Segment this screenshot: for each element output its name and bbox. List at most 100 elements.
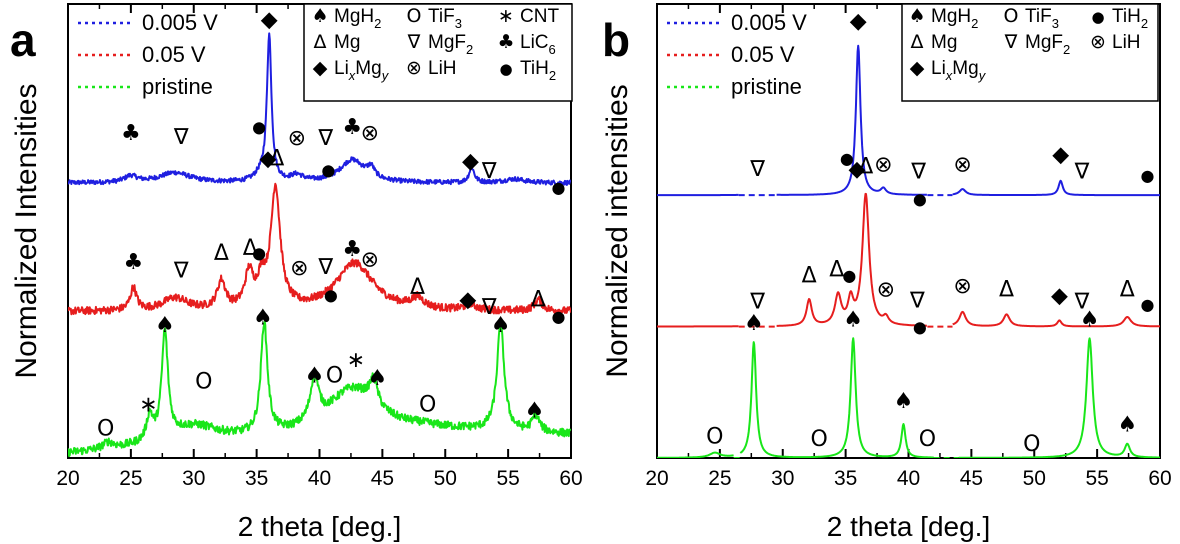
x-axis-label: 2 theta [deg.] (827, 511, 990, 542)
phase-marker: ♠ (1117, 413, 1137, 438)
phase-marker: ◆ (459, 288, 476, 313)
phase-marker: Δ (243, 236, 258, 261)
phase-marker: ♠ (894, 389, 914, 414)
phase-legend-label: CNT (520, 6, 559, 27)
x-tick-label: 35 (245, 467, 268, 490)
phase-marker: ♣ (342, 115, 362, 140)
phase-markers: ◆♣ ∇ ● ⊗ ∇●♣⊗◆ ∇●◆Δ♣ ∇Δ Δ●⊗ ∇●♣⊗Δ◆ ∇ Δ●♠∗OO♠♠ O∗♠O♠… (97, 8, 565, 442)
phase-marker: ● (252, 244, 266, 263)
phase-marker: ⊗ (877, 278, 895, 303)
x-axis: 20 25 30 35 40 45 50 55 60 (645, 4, 1172, 490)
panel-b: 20 25 30 35 40 45 50 55 60 2 theta [deg.] Normaliz… (601, 3, 1172, 542)
series-line-0-005-v (68, 32, 571, 186)
x-tick-label: 20 (645, 467, 668, 490)
x-tick-label: 20 (56, 467, 79, 490)
dot-icon: ● (1091, 8, 1104, 26)
phase-legend-label: TiF3 (428, 6, 462, 31)
phase-marker: O (811, 427, 828, 452)
asterisk-icon: ∗ (498, 5, 514, 27)
phase-marker: O (97, 416, 114, 441)
phase-marker: ⊗ (361, 121, 379, 146)
dot-icon: ● (499, 60, 512, 78)
phase-legend-label: LiH (1112, 32, 1141, 53)
phase-marker: Δ (802, 263, 817, 288)
phase-legend-label: LixMgy (334, 58, 390, 83)
phase-marker: ♠ (1080, 308, 1100, 333)
phase-marker: ∇ (909, 288, 925, 313)
circle-open-icon: O (1004, 5, 1019, 27)
x-tick-label: 30 (182, 467, 205, 490)
phase-marker: ∇ (481, 295, 497, 320)
legend-label: 0.05 V (142, 42, 206, 67)
phase-marker: ∗ (139, 392, 157, 417)
phase-marker: ⊗ (290, 256, 308, 281)
phase-legend-label: LiC6 (520, 32, 556, 57)
phase-marker: ⊗ (361, 247, 379, 272)
phase-marker: ∇ (173, 125, 189, 150)
x-tick-label: 50 (1023, 467, 1046, 490)
phase-marker: ◆ (848, 157, 865, 182)
phase-marker: ◆ (261, 8, 278, 33)
phase-legend-label: MgF2 (428, 32, 473, 57)
phase-marker: ⊗ (953, 274, 971, 299)
phase-legend-label: MgH2 (334, 6, 381, 31)
phase-legend-label: MgH2 (931, 6, 978, 31)
phase-marker: ● (913, 190, 927, 209)
phase-marker: ∇ (1074, 159, 1090, 184)
x-tick-label: 35 (834, 467, 857, 490)
x-tick-label: 40 (897, 467, 920, 490)
series-group (68, 32, 571, 457)
phase-marker: O (706, 425, 723, 450)
phase-legend-label: TiH2 (520, 58, 556, 83)
phase-marker: ♣ (342, 237, 362, 262)
phase-legend: ♠ MgH2 O TiF3 ∗ CNT Δ Mg ∇ MgF2 ♣ LiC6 ◆ LixMgy ⊗ LiH ● T… (303, 3, 573, 102)
series-line-pristine (657, 337, 1160, 458)
phase-marker: ◆ (850, 9, 867, 34)
phase-marker: ● (913, 318, 927, 337)
x-tick-label: 45 (960, 467, 983, 490)
y-axis-label: Normalized Intensities (10, 83, 43, 378)
series-group (657, 44, 1160, 458)
series-legend: 0.005 V 0.05 V pristine (78, 10, 218, 99)
phase-marker: ♠ (305, 363, 325, 388)
phase-marker: ♠ (525, 399, 545, 424)
phase-marker: ◆ (1052, 143, 1069, 168)
phase-marker: ∇ (481, 159, 497, 184)
circle-cross-icon: ⊗ (1090, 31, 1106, 53)
phase-marker: ● (324, 285, 338, 304)
circle-open-icon: O (407, 5, 422, 27)
circle-cross-icon: ⊗ (406, 57, 422, 79)
phase-marker: ♠ (491, 313, 511, 338)
x-tick-label: 40 (308, 467, 331, 490)
series-line-0-05-v (68, 182, 571, 316)
x-tick-label: 25 (119, 467, 142, 490)
series-legend: 0.005 V 0.05 V pristine (667, 10, 807, 99)
phase-marker: O (195, 370, 212, 395)
x-tick-label: 55 (1085, 467, 1108, 490)
phase-legend-box (901, 3, 1159, 102)
phase-marker: ● (1140, 166, 1154, 185)
x-tick-label: 30 (771, 467, 794, 490)
spade-icon: ♠ (908, 5, 925, 27)
phase-marker: ● (252, 118, 266, 137)
phase-marker: ● (551, 178, 565, 197)
club-icon: ♣ (497, 31, 514, 53)
panel-a: 20 25 30 35 40 45 50 55 60 2 theta [deg.] Normaliz… (10, 3, 583, 542)
phase-marker: ♠ (843, 308, 863, 333)
triangle-down-icon: ∇ (407, 31, 421, 53)
phase-marker: O (1023, 432, 1040, 457)
series-line-0-005-v (657, 44, 1160, 197)
diamond-icon: ◆ (313, 57, 328, 79)
x-axis: 20 25 30 35 40 45 50 55 60 (56, 4, 583, 490)
phase-marker: O (919, 427, 936, 452)
phase-marker: ∇ (317, 126, 333, 151)
phase-marker: Δ (410, 275, 425, 300)
phase-marker: ∇ (910, 159, 926, 184)
x-tick-label: 60 (1148, 467, 1171, 490)
phase-marker: ♣ (124, 250, 144, 275)
phase-marker: ♠ (744, 311, 764, 336)
phase-marker: Δ (269, 146, 284, 171)
x-tick-label: 55 (496, 467, 519, 490)
phase-markers: ◆∇ ● ⊗ ∇●⊗ ◆∇ ●◆Δ∇Δ Δ●⊗ ∇●⊗ Δ ◆ ∇ Δ●♠ ♠♠♠♠O O O O (706, 9, 1154, 457)
